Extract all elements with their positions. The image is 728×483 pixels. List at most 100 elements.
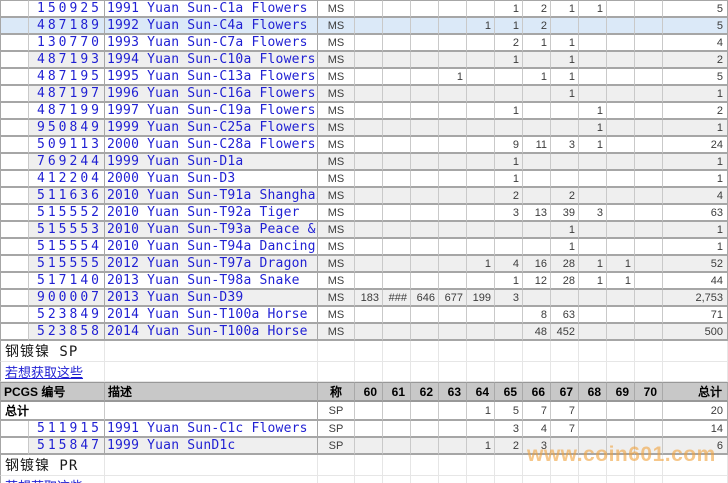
grade-69-count-cell — [607, 239, 635, 256]
grade-61-count-cell — [383, 120, 411, 137]
coin-description-link[interactable]: 1999 Yuan SunD1c — [105, 438, 318, 455]
empty-grid-cell — [663, 455, 728, 476]
empty-grid-cell — [318, 476, 355, 483]
pcgs-number-link[interactable]: 511915 — [29, 421, 105, 438]
table-row: 523849 2014 Yuan Sun-T100a Horse MS 8 63 71 — [0, 307, 728, 324]
table-row: 509113 2000 Yuan Sun-C28a Flowers MS 9 11 3 1 2… — [0, 137, 728, 154]
grade-64-count-cell — [467, 0, 495, 18]
grade-63-count-cell — [439, 205, 467, 222]
table-row: 769244 1999 Yuan Sun-D1a MS 1 1 — [0, 154, 728, 171]
coin-description-link[interactable]: 2000 Yuan Sun-D3 — [105, 171, 318, 188]
spacer-row: 若想获取这些 — [0, 362, 728, 382]
empty-grid-cell — [318, 341, 355, 362]
grade-68-count-cell — [579, 18, 607, 35]
pcgs-number-link[interactable]: 487197 — [29, 86, 105, 103]
coin-description-link[interactable]: 2010 Yuan Sun-T93a Peace & — [105, 222, 318, 239]
empty-grid-cell — [635, 341, 663, 362]
grade-61-count-cell: ### — [383, 290, 411, 307]
pcgs-number-link[interactable]: 515552 — [29, 205, 105, 222]
grade-62-count-cell — [411, 0, 439, 18]
pcgs-number-link[interactable]: 900007 — [29, 290, 105, 307]
pcgs-number-link[interactable]: 150925 — [29, 0, 105, 18]
grade-63-count-cell — [439, 154, 467, 171]
pcgs-number-link[interactable]: 523858 — [29, 324, 105, 341]
empty-grid-cell — [355, 362, 383, 382]
table-row: 517140 2013 Yuan Sun-T98a Snake MS 1 12 28 1 1 4… — [0, 273, 728, 290]
coin-description-link[interactable]: 2000 Yuan Sun-C28a Flowers — [105, 137, 318, 154]
pcgs-number-link[interactable]: 523849 — [29, 307, 105, 324]
pcgs-number-link[interactable]: 517140 — [29, 273, 105, 290]
empty-grid-cell — [318, 362, 355, 382]
grade-70-count-cell — [635, 324, 663, 341]
grade-60-count-cell — [355, 18, 383, 35]
coin-description-link[interactable]: 1996 Yuan Sun-C16a Flowers — [105, 86, 318, 103]
pcgs-number-link[interactable]: 412204 — [29, 171, 105, 188]
coin-description-link[interactable]: 1999 Yuan Sun-C25a Flowers — [105, 120, 318, 137]
designation-cell: MS — [318, 307, 355, 324]
grade-68-count-cell: 1 — [579, 256, 607, 273]
empty-grid-cell — [467, 455, 495, 476]
coin-description-link[interactable]: 2010 Yuan Sun-T94a Dancing — [105, 239, 318, 256]
empty-grid-cell — [411, 476, 439, 483]
pcgs-number-link[interactable]: 509113 — [29, 137, 105, 154]
table-row: 515553 2010 Yuan Sun-T93a Peace & MS 1 1 — [0, 222, 728, 239]
total-count-cell: 4 — [663, 35, 728, 52]
coin-description-link[interactable]: 2013 Yuan Sun-T98a Snake — [105, 273, 318, 290]
grade-62-count-cell — [411, 239, 439, 256]
pcgs-number-link[interactable]: 515555 — [29, 256, 105, 273]
obtain-these-link[interactable]: 若想获取这些 — [0, 476, 105, 483]
obtain-these-link[interactable]: 若想获取这些 — [0, 362, 105, 382]
grade-69-count-cell — [607, 222, 635, 239]
coin-description-link[interactable]: 1995 Yuan Sun-C13a Flowers — [105, 69, 318, 86]
pcgs-number-link[interactable]: 950849 — [29, 120, 105, 137]
grade-67-count-cell — [551, 18, 579, 35]
empty-cell — [105, 341, 318, 362]
grade-60-count-cell — [355, 256, 383, 273]
coin-description-link[interactable]: 2013 Yuan Sun-D39 — [105, 290, 318, 307]
grade-65-header: 65 — [495, 382, 523, 402]
pcgs-number-link[interactable]: 515554 — [29, 239, 105, 256]
grade-64-count-cell — [467, 273, 495, 290]
pcgs-number-link[interactable]: 515553 — [29, 222, 105, 239]
coin-description-link[interactable]: 1991 Yuan Sun-C1a Flowers — [105, 0, 318, 18]
designation-cell: MS — [318, 188, 355, 205]
table-row: 487197 1996 Yuan Sun-C16a Flowers MS 1 1 — [0, 86, 728, 103]
coin-description-link[interactable]: 1992 Yuan Sun-C4a Flowers — [105, 18, 318, 35]
grade-61-count-cell — [383, 402, 411, 421]
pcgs-number-link[interactable]: 515847 — [29, 438, 105, 455]
grade-63-count-cell — [439, 18, 467, 35]
grade-70-count-cell — [635, 69, 663, 86]
grade-68-count-cell: 3 — [579, 205, 607, 222]
pcgs-number-link[interactable]: 487195 — [29, 69, 105, 86]
grade-68-count-cell — [579, 324, 607, 341]
coin-description-link[interactable]: 2010 Yuan Sun-T92a Tiger — [105, 205, 318, 222]
coin-description-link[interactable]: 1994 Yuan Sun-C10a Flowers — [105, 52, 318, 69]
grade-64-count-cell: 1 — [467, 402, 495, 421]
row-gutter-cell — [0, 52, 29, 69]
pcgs-number-link[interactable]: 511636 — [29, 188, 105, 205]
grade-69-count-cell — [607, 120, 635, 137]
grade-65-count-cell — [495, 120, 523, 137]
coin-description-link[interactable]: 1993 Yuan Sun-C7a Flowers — [105, 35, 318, 52]
grade-69-count-cell — [607, 137, 635, 154]
pcgs-number-link[interactable]: 487189 — [29, 18, 105, 35]
pcgs-number-link[interactable]: 769244 — [29, 154, 105, 171]
grade-61-count-cell — [383, 205, 411, 222]
grade-60-count-cell — [355, 273, 383, 290]
coin-description-link[interactable]: 2014 Yuan Sun-T100a Horse — [105, 324, 318, 341]
grade-65-count-cell: 1 — [495, 0, 523, 18]
pcgs-number-link[interactable]: 487199 — [29, 103, 105, 120]
coin-description-link[interactable]: 2014 Yuan Sun-T100a Horse — [105, 307, 318, 324]
coin-description-link[interactable]: 1999 Yuan Sun-D1a — [105, 154, 318, 171]
total-count-cell: 2 — [663, 103, 728, 120]
coin-description-link[interactable]: 1991 Yuan Sun-C1c Flowers — [105, 421, 318, 438]
spacer-row: 钢镀镍 SP — [0, 341, 728, 362]
coin-description-link[interactable]: 2012 Yuan Sun-T97a Dragon — [105, 256, 318, 273]
coin-description-link[interactable]: 2010 Yuan Sun-T91a Shanghai — [105, 188, 318, 205]
pcgs-number-link[interactable]: 130770 — [29, 35, 105, 52]
ms-section-rows: 150925 1991 Yuan Sun-C1a Flowers MS 1 2 1 1 5 48… — [0, 0, 728, 341]
designation-cell: MS — [318, 290, 355, 307]
grade-70-count-cell — [635, 52, 663, 69]
pcgs-number-link[interactable]: 487193 — [29, 52, 105, 69]
coin-description-link[interactable]: 1997 Yuan Sun-C19a Flowers — [105, 103, 318, 120]
